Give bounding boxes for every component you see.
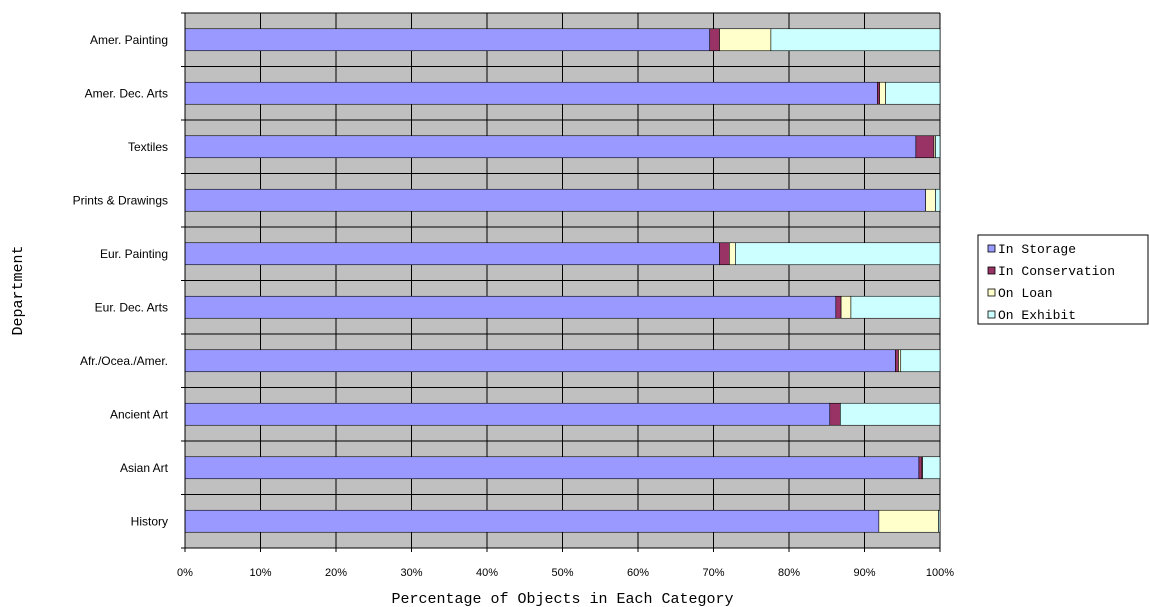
bar-segment bbox=[915, 135, 935, 159]
bar-segment bbox=[850, 295, 941, 319]
bar-segment bbox=[895, 349, 899, 373]
x-tick-label: 40% bbox=[476, 567, 498, 579]
bar-segment bbox=[184, 456, 920, 480]
x-tick-label: 20% bbox=[325, 567, 347, 579]
category-label: Amer. Painting bbox=[90, 33, 168, 47]
bar-segment bbox=[184, 242, 720, 266]
x-axis-title: Percentage of Objects in Each Category bbox=[391, 591, 733, 607]
category-label: Eur. Painting bbox=[100, 247, 168, 261]
category-label: Prints & Drawings bbox=[73, 193, 168, 207]
legend-label: In Conservation bbox=[998, 264, 1115, 279]
bar-segment bbox=[770, 28, 941, 52]
x-tick-label: 90% bbox=[853, 567, 875, 579]
bar-segment bbox=[879, 81, 886, 105]
bar-segment bbox=[878, 509, 939, 533]
legend-swatch bbox=[987, 310, 996, 319]
bar-segment bbox=[729, 242, 736, 266]
category-labels: Amer. Painting Amer. Dec. Arts Textiles Pri… bbox=[73, 33, 169, 529]
bar-segment bbox=[184, 28, 711, 52]
category-label: Eur. Dec. Arts bbox=[95, 300, 168, 314]
x-tick-label: 30% bbox=[400, 567, 422, 579]
legend-label: In Storage bbox=[998, 242, 1076, 257]
bar-segment bbox=[922, 456, 941, 480]
bar-segment bbox=[735, 242, 941, 266]
bar-segment bbox=[925, 188, 936, 212]
legend-label: On Exhibit bbox=[998, 308, 1076, 323]
x-tick-label: 70% bbox=[702, 567, 724, 579]
bar-segment bbox=[935, 135, 941, 159]
bar-segment bbox=[719, 242, 730, 266]
x-tick-label: 50% bbox=[551, 567, 573, 579]
bar-segment bbox=[898, 349, 902, 373]
bar-segment bbox=[709, 28, 720, 52]
bar-segment bbox=[184, 349, 896, 373]
bar-segment bbox=[184, 402, 831, 426]
bar-segment bbox=[184, 135, 917, 159]
bar-segment bbox=[938, 509, 941, 533]
bar-segment bbox=[184, 81, 878, 105]
bar-segment bbox=[184, 188, 926, 212]
bar-segment bbox=[900, 349, 941, 373]
category-label: Textiles bbox=[128, 140, 168, 154]
legend-swatch bbox=[987, 288, 996, 297]
category-label: Ancient Art bbox=[110, 407, 169, 421]
x-tick-label: 10% bbox=[249, 567, 271, 579]
x-tick-labels: 0% 10% 20% 30% 40% 50% 60% 70% 80% 90% 100% bbox=[177, 567, 954, 579]
bar-segment bbox=[840, 295, 852, 319]
bars bbox=[184, 28, 941, 533]
category-label: History bbox=[131, 514, 168, 528]
x-tick-label: 100% bbox=[926, 567, 954, 579]
y-axis-title: Department bbox=[10, 245, 27, 335]
bar-segment bbox=[184, 509, 880, 533]
legend: In Storage In Conservation On Loan On Exhib… bbox=[977, 234, 1149, 325]
bar-segment bbox=[840, 402, 941, 426]
bar-segment bbox=[829, 402, 841, 426]
bar-segment bbox=[885, 81, 941, 105]
bar-segment bbox=[918, 456, 923, 480]
bar-segment bbox=[184, 295, 837, 319]
bar-segment bbox=[835, 295, 842, 319]
legend-swatch bbox=[987, 244, 996, 253]
x-tick-label: 0% bbox=[177, 567, 193, 579]
axes bbox=[181, 12, 941, 552]
category-label: Asian Art bbox=[120, 461, 169, 475]
category-label: Amer. Dec. Arts bbox=[85, 86, 168, 100]
x-tick-label: 80% bbox=[778, 567, 800, 579]
legend-box bbox=[977, 234, 1149, 325]
legend-swatch bbox=[987, 266, 996, 275]
bar-segment bbox=[935, 188, 941, 212]
bar-segment bbox=[719, 28, 772, 52]
legend-label: On Loan bbox=[998, 286, 1053, 301]
bar-segment bbox=[877, 81, 880, 105]
category-label: Afr./Ocea./Amer. bbox=[80, 354, 168, 368]
x-tick-label: 60% bbox=[627, 567, 649, 579]
